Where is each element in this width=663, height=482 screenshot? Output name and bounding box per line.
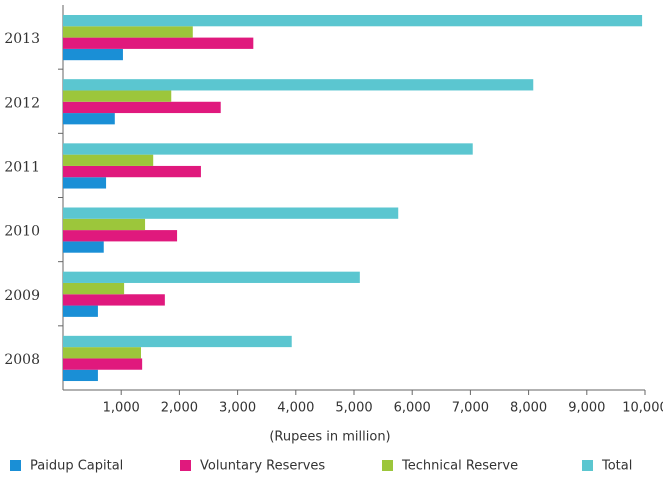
x-tick-label: 3,000 xyxy=(219,401,256,416)
x-tick-label: 10,000 xyxy=(622,401,663,416)
legend-label: Technical Reserve xyxy=(401,459,518,474)
bar xyxy=(63,101,221,114)
bar xyxy=(63,271,360,283)
x-tick-label: 1,000 xyxy=(103,401,140,416)
bar xyxy=(63,294,165,306)
legend-label: Total xyxy=(601,459,632,474)
y-tick-label: 2012 xyxy=(4,95,40,111)
bar xyxy=(63,230,178,242)
bar xyxy=(63,90,172,102)
bar xyxy=(63,48,123,61)
x-tick-label: 2,000 xyxy=(161,401,198,416)
bar xyxy=(63,79,534,91)
y-tick-label: 2010 xyxy=(4,224,40,240)
bar xyxy=(63,218,146,231)
x-tick-label: 5,000 xyxy=(335,401,372,416)
x-tick-label: 8,000 xyxy=(510,401,547,416)
bar xyxy=(63,241,104,253)
bar xyxy=(63,113,115,125)
bar xyxy=(63,26,193,38)
legend-label: Paidup Capital xyxy=(30,459,123,474)
y-tick-label: 2011 xyxy=(4,159,40,175)
bar xyxy=(63,207,399,219)
y-tick-label: 2009 xyxy=(4,288,40,304)
legend-swatch xyxy=(180,460,191,471)
x-tick-label: 7,000 xyxy=(452,401,489,416)
x-tick-label: 6,000 xyxy=(394,401,431,416)
x-tick-label: 9,000 xyxy=(568,401,605,416)
bar xyxy=(63,305,98,317)
x-tick-label: 4,000 xyxy=(277,401,314,416)
y-tick-label: 2013 xyxy=(4,31,40,47)
bar xyxy=(63,358,143,370)
bar xyxy=(63,369,98,382)
bar xyxy=(63,282,125,295)
bar xyxy=(63,165,201,178)
bar xyxy=(63,143,473,155)
bar xyxy=(63,347,141,359)
legend-label: Voluntary Reserves xyxy=(200,459,325,474)
y-tick-label: 2008 xyxy=(4,352,40,368)
legend-swatch xyxy=(382,460,393,471)
legend-swatch xyxy=(582,460,593,471)
bar xyxy=(63,335,292,348)
bar xyxy=(63,37,254,49)
x-axis-label: (Rupees in million) xyxy=(269,430,390,445)
bar xyxy=(63,177,107,189)
legend-swatch xyxy=(10,460,21,471)
bar xyxy=(63,15,643,27)
bar xyxy=(63,154,154,166)
